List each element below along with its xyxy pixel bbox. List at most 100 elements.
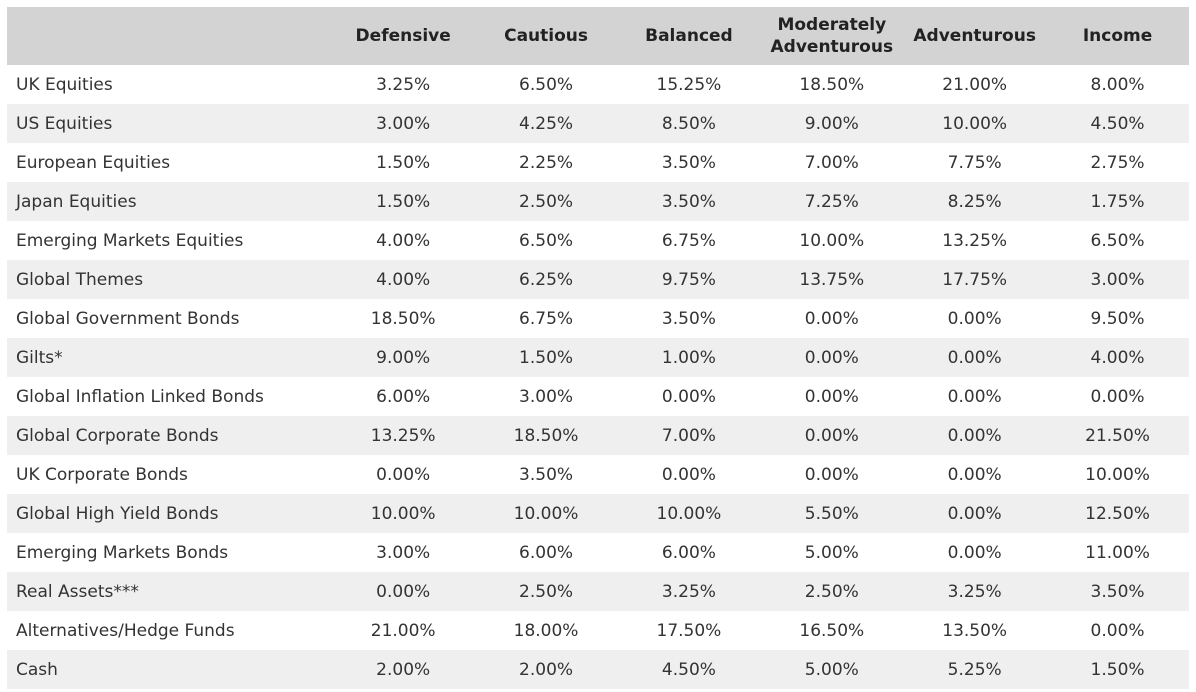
allocation-value: 0.00% bbox=[947, 347, 1002, 368]
allocation-value: 4.00% bbox=[376, 230, 431, 251]
row-label: Gilts* bbox=[16, 347, 63, 368]
allocation-value: 4.25% bbox=[519, 113, 574, 134]
allocation-value: 6.50% bbox=[519, 230, 574, 251]
allocation-value: 6.00% bbox=[376, 386, 431, 407]
allocation-value: 21.00% bbox=[370, 620, 436, 641]
allocation-value: 2.25% bbox=[519, 152, 574, 173]
allocation-value: 0.00% bbox=[947, 425, 1002, 446]
allocation-value: 16.50% bbox=[799, 620, 865, 641]
allocation-value: 9.00% bbox=[376, 347, 431, 368]
row-label: Global High Yield Bonds bbox=[16, 503, 219, 524]
allocation-value: 6.00% bbox=[661, 542, 716, 563]
column-header: Defensive bbox=[355, 26, 451, 46]
allocation-value: 17.75% bbox=[942, 269, 1008, 290]
allocation-value: 4.50% bbox=[661, 659, 716, 680]
allocation-value: 6.50% bbox=[1090, 230, 1145, 251]
allocation-value: 9.00% bbox=[804, 113, 859, 134]
allocation-value: 3.50% bbox=[661, 308, 716, 329]
allocation-value: 5.25% bbox=[947, 659, 1002, 680]
table-row: Global Corporate Bonds 13.25% 18.50% 7.00% 0… bbox=[7, 416, 1189, 455]
table-row: Cash 2.00% 2.00% 4.50% 5.00% 5.25% 1.50% bbox=[7, 650, 1189, 689]
allocation-value: 5.50% bbox=[804, 503, 859, 524]
row-label: Global Corporate Bonds bbox=[16, 425, 219, 446]
row-label: Global Inflation Linked Bonds bbox=[16, 386, 264, 407]
table-row: Emerging Markets Bonds 3.00% 6.00% 6.00% 5.0… bbox=[7, 533, 1189, 572]
allocation-value: 13.50% bbox=[942, 620, 1008, 641]
allocation-value: 3.25% bbox=[376, 74, 431, 95]
table-row: Global Government Bonds 18.50% 6.75% 3.50% 0… bbox=[7, 299, 1189, 338]
table-row: Alternatives/Hedge Funds 21.00% 18.00% 17.5… bbox=[7, 611, 1189, 650]
allocation-value: 0.00% bbox=[661, 464, 716, 485]
allocation-value: 3.00% bbox=[376, 542, 431, 563]
allocation-value: 17.50% bbox=[656, 620, 722, 641]
table-row: Gilts* 9.00% 1.50% 1.00% 0.00% 0.00% 4.00% bbox=[7, 338, 1189, 377]
allocation-value: 15.25% bbox=[656, 74, 722, 95]
row-label: US Equities bbox=[16, 113, 113, 134]
allocation-value: 0.00% bbox=[661, 386, 716, 407]
table-row: UK Corporate Bonds 0.00% 3.50% 0.00% 0.00% 0.… bbox=[7, 455, 1189, 494]
allocation-value: 18.50% bbox=[370, 308, 436, 329]
allocation-value: 18.50% bbox=[513, 425, 579, 446]
allocation-value: 6.75% bbox=[519, 308, 574, 329]
table-row: Japan Equities 1.50% 2.50% 3.50% 7.25% 8.25% 1… bbox=[7, 182, 1189, 221]
column-header: Balanced bbox=[645, 26, 733, 46]
allocation-value: 9.50% bbox=[1090, 308, 1145, 329]
allocation-value: 3.50% bbox=[519, 464, 574, 485]
row-label: Cash bbox=[16, 659, 58, 680]
allocation-value: 6.50% bbox=[519, 74, 574, 95]
allocation-value: 1.00% bbox=[661, 347, 716, 368]
allocation-value: 0.00% bbox=[947, 503, 1002, 524]
allocation-value: 0.00% bbox=[947, 542, 1002, 563]
row-label: UK Corporate Bonds bbox=[16, 464, 188, 485]
allocation-value: 0.00% bbox=[1090, 620, 1145, 641]
table-row: Global Themes 4.00% 6.25% 9.75% 13.75% 17.75%… bbox=[7, 260, 1189, 299]
allocation-value: 1.50% bbox=[1090, 659, 1145, 680]
table-row: Real Assets*** 0.00% 2.50% 3.25% 2.50% 3.25% 3… bbox=[7, 572, 1189, 611]
allocation-value: 1.50% bbox=[376, 152, 431, 173]
row-label: Global Themes bbox=[16, 269, 144, 290]
allocation-value: 10.00% bbox=[799, 230, 865, 251]
allocation-value: 0.00% bbox=[947, 464, 1002, 485]
row-label: Emerging Markets Equities bbox=[16, 230, 244, 251]
allocation-value: 2.50% bbox=[519, 191, 574, 212]
allocation-value: 3.50% bbox=[1090, 581, 1145, 602]
allocation-value: 0.00% bbox=[1090, 386, 1145, 407]
row-label: Global Government Bonds bbox=[16, 308, 240, 329]
allocation-table: Defensive Cautious Balanced Moderately Adve… bbox=[7, 7, 1189, 689]
allocation-value: 10.00% bbox=[656, 503, 722, 524]
allocation-value: 13.75% bbox=[799, 269, 865, 290]
allocation-value: 6.25% bbox=[519, 269, 574, 290]
allocation-value: 0.00% bbox=[947, 308, 1002, 329]
row-label: Emerging Markets Bonds bbox=[16, 542, 229, 563]
column-header: Moderately Adventurous bbox=[770, 15, 894, 57]
allocation-value: 2.50% bbox=[804, 581, 859, 602]
allocation-value: 3.25% bbox=[661, 581, 716, 602]
allocation-value: 8.00% bbox=[1090, 74, 1145, 95]
allocation-value: 1.50% bbox=[376, 191, 431, 212]
allocation-value: 7.00% bbox=[804, 152, 859, 173]
column-header: Income bbox=[1082, 26, 1153, 46]
allocation-value: 4.00% bbox=[1090, 347, 1145, 368]
allocation-value: 0.00% bbox=[376, 464, 431, 485]
allocation-value: 7.75% bbox=[947, 152, 1002, 173]
allocation-value: 2.00% bbox=[376, 659, 431, 680]
allocation-value: 6.00% bbox=[519, 542, 574, 563]
allocation-value: 2.50% bbox=[519, 581, 574, 602]
allocation-value: 0.00% bbox=[804, 386, 859, 407]
row-label: UK Equities bbox=[16, 74, 113, 95]
column-header: Adventurous bbox=[913, 26, 1036, 46]
allocation-value: 10.00% bbox=[370, 503, 436, 524]
allocation-value: 2.75% bbox=[1090, 152, 1145, 173]
allocation-value: 3.50% bbox=[661, 191, 716, 212]
allocation-value: 18.50% bbox=[799, 74, 865, 95]
allocation-value: 11.00% bbox=[1085, 542, 1150, 563]
allocation-value: 4.50% bbox=[1090, 113, 1145, 134]
allocation-value: 9.75% bbox=[661, 269, 716, 290]
allocation-value: 8.25% bbox=[947, 191, 1002, 212]
allocation-value: 13.25% bbox=[370, 425, 436, 446]
allocation-value: 1.50% bbox=[519, 347, 574, 368]
allocation-value: 5.00% bbox=[804, 542, 859, 563]
allocation-value: 7.25% bbox=[804, 191, 859, 212]
row-label: Real Assets*** bbox=[16, 581, 139, 602]
